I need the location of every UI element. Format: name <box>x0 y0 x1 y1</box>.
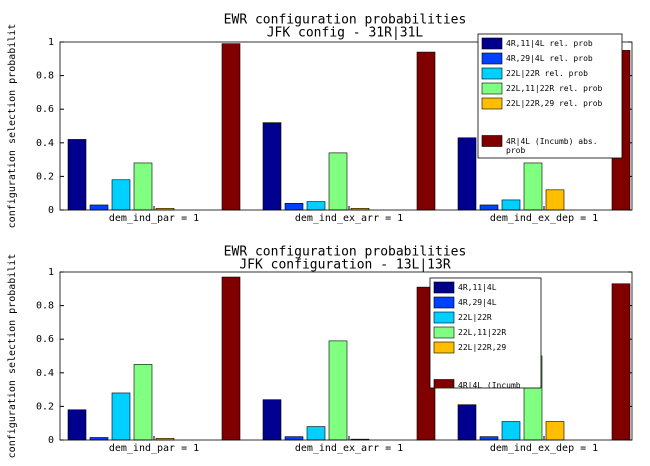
legend-label-box: 22L|22R <box>458 313 492 322</box>
bar <box>221 43 241 211</box>
bar <box>416 51 436 211</box>
y-tick-label: 0.4 <box>36 368 54 379</box>
y-tick-label: 1 <box>48 37 54 48</box>
legend-swatch <box>481 135 503 147</box>
legend-swatch <box>433 326 455 339</box>
bar <box>67 409 87 441</box>
legend-label-box: 22L|22R rel. prob <box>506 69 588 78</box>
bar <box>262 122 282 211</box>
x-tick-label: dem_ind_ex_dep = 1 <box>490 213 598 224</box>
legend-label-box: 4R,29|4L <box>458 298 497 307</box>
bar <box>328 340 348 441</box>
bar <box>89 204 109 211</box>
y-tick-label: 0.4 <box>36 138 54 149</box>
legend-label: 4R|4L (Incumb) abs. prob <box>506 136 598 155</box>
bar <box>523 162 543 211</box>
bar <box>501 199 521 211</box>
legend-label-box: 4R|4L (Incumb <box>458 380 521 390</box>
bar <box>133 364 153 441</box>
legend-label: 4R|4L (Incumb <box>458 380 521 390</box>
legend-swatch <box>433 311 455 324</box>
x-tick-label: dem_ind_par = 1 <box>109 213 199 224</box>
bar <box>501 421 521 441</box>
y-tick-label: 0.8 <box>36 71 54 82</box>
legend-label: 4R,11|4L rel. prob <box>506 39 593 48</box>
legend-label-box: 22L|22R,29 <box>458 343 507 352</box>
legend-label: 4R,29|4L <box>458 298 497 307</box>
y-tick-label: 0.2 <box>36 401 54 412</box>
legend-swatch <box>433 379 455 388</box>
bar <box>133 162 153 211</box>
legend-swatch <box>481 67 503 80</box>
y-tick-label: 0.2 <box>36 171 54 182</box>
bar <box>328 152 348 211</box>
legend-label: 4R,11|4L <box>458 283 497 292</box>
bar <box>67 139 87 211</box>
chart-subtitle: JFK configuration - 13L|13R <box>239 258 450 273</box>
bar <box>284 202 304 211</box>
legend-swatch <box>433 341 455 354</box>
legend-label-box: 4R|4L (Incumb) abs. prob <box>506 136 598 155</box>
bar <box>611 283 631 441</box>
chart-title: EWR configuration probabilities <box>224 13 467 28</box>
legend-swatch <box>433 281 455 294</box>
legend-label: 22L|22R rel. prob <box>506 69 588 78</box>
legend-label-box: 4R,11|4L rel. prob <box>506 39 593 48</box>
legend-label: 22L|22R,29 rel. prob <box>506 99 603 108</box>
y-tick-label: 1 <box>48 267 54 278</box>
y-tick-label: 0.6 <box>36 104 54 115</box>
legend-swatch <box>481 82 503 95</box>
legend-label: 22L|22R,29 <box>458 343 507 352</box>
y-axis-label: configuration selection probabilit <box>7 254 18 459</box>
bar <box>306 426 326 441</box>
legend: 4R,11|4L 4R,29|4L 22L|22R 22L,11|22R 22L|22R… <box>433 281 521 390</box>
bar <box>111 179 131 211</box>
chart-title: EWR configuration probabilities <box>224 245 467 260</box>
bar <box>479 436 499 441</box>
legend-label-box: 4R,11|4L <box>458 283 497 292</box>
legend-label-box: 22L|22R,29 rel. prob <box>506 99 603 108</box>
bar <box>479 204 499 211</box>
legend-label: 22L,11|22R rel. prob <box>506 84 603 93</box>
x-tick-label: dem_ind_ex_arr = 1 <box>295 443 403 454</box>
bar <box>262 399 282 441</box>
bar <box>545 421 565 441</box>
bar <box>457 137 477 211</box>
axes-frame <box>59 271 633 441</box>
bar <box>306 201 326 211</box>
legend-label: 22L,11|22R <box>458 328 507 337</box>
bar <box>284 436 304 441</box>
legend-label: 22L|22R <box>458 313 492 322</box>
x-tick-label: dem_ind_ex_arr = 1 <box>295 213 403 224</box>
bar <box>221 276 241 441</box>
legend-swatch <box>481 97 503 110</box>
legend-label-box: 4R,29|4L rel. prob <box>506 54 593 63</box>
legend-label-box: 22L,11|22R rel. prob <box>506 84 603 93</box>
legend-swatch <box>433 296 455 309</box>
bar <box>545 189 565 211</box>
bar <box>111 392 131 441</box>
y-tick-label: 0 <box>48 205 54 216</box>
legend-label: 4R,29|4L rel. prob <box>506 54 593 63</box>
legend-swatch <box>481 52 503 65</box>
legend-swatch <box>481 37 503 50</box>
x-tick-label: dem_ind_par = 1 <box>109 443 199 454</box>
x-tick-label: dem_ind_ex_dep = 1 <box>490 443 598 454</box>
chart-subtitle: JFK config - 31R|31L <box>267 26 424 41</box>
y-axis-label: configuration selection probabilit <box>7 24 18 229</box>
legend: 4R,11|4L rel. prob 4R,29|4L rel. prob 22L|… <box>481 37 603 155</box>
bar <box>457 404 477 441</box>
axes-frame <box>59 41 633 211</box>
y-tick-label: 0.6 <box>36 334 54 345</box>
legend-label-box: 22L,11|22R <box>458 328 507 337</box>
y-tick-label: 0 <box>48 435 54 446</box>
y-tick-label: 0.8 <box>36 301 54 312</box>
